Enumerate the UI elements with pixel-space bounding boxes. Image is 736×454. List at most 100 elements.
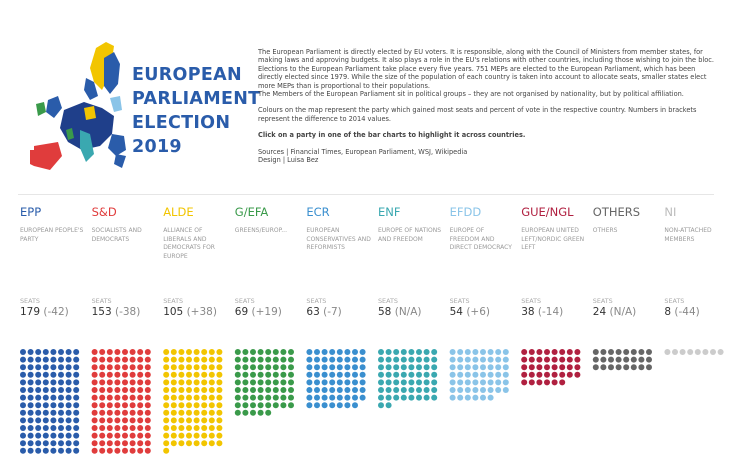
- seat-dot: [280, 349, 287, 355]
- seat-dot: [144, 402, 151, 409]
- seat-dot: [431, 356, 438, 363]
- seat-dot: [178, 379, 185, 386]
- seat-waffle[interactable]: [306, 349, 366, 409]
- instruction: Click on a party in one of the bar chart…: [258, 131, 526, 140]
- seat-dot: [250, 409, 256, 416]
- seat-dot: [35, 387, 42, 393]
- party-abbr[interactable]: ENF: [378, 205, 401, 219]
- seat-dot: [559, 379, 566, 386]
- seat-dot: [20, 432, 26, 439]
- seat-dot: [679, 349, 686, 355]
- map-region: [110, 96, 122, 112]
- seat-dot: [431, 387, 438, 393]
- party-abbr[interactable]: OTHERS: [592, 205, 641, 219]
- seat-dot: [694, 349, 701, 355]
- map-region: [84, 106, 96, 120]
- seat-dot: [449, 394, 456, 401]
- seat-dot: [600, 349, 607, 355]
- seat-dot: [216, 417, 223, 424]
- seat-dot: [163, 402, 170, 409]
- seats-count: 54: [449, 306, 463, 318]
- party-abbr[interactable]: NI: [664, 205, 677, 219]
- seat-dot: [137, 356, 144, 363]
- seat-dot: [20, 425, 26, 431]
- seat-dot: [122, 387, 128, 393]
- seat-dot: [122, 394, 128, 401]
- seat-dot: [257, 379, 264, 386]
- seat-dot: [314, 356, 320, 363]
- seat-dot: [314, 402, 320, 409]
- seat-dot: [65, 394, 72, 401]
- seat-waffle[interactable]: [592, 349, 652, 371]
- seat-dot: [400, 364, 407, 371]
- seat-waffle[interactable]: [163, 349, 223, 454]
- seat-dot: [65, 417, 72, 424]
- seat-dot: [91, 425, 98, 431]
- seat-dot: [408, 364, 415, 371]
- seat-dot: [336, 364, 343, 371]
- seat-dot: [521, 349, 528, 355]
- seat-dot: [457, 394, 464, 401]
- seat-dot: [216, 409, 223, 416]
- seat-dot: [42, 432, 49, 439]
- seats-row: 24 (N/A): [593, 306, 659, 318]
- divider: [18, 194, 714, 195]
- seat-dot: [20, 379, 26, 386]
- seat-dot: [321, 379, 328, 386]
- seat-dot: [385, 394, 392, 401]
- seat-dot: [329, 364, 336, 371]
- seat-dot: [378, 371, 384, 378]
- seat-dot: [272, 387, 279, 393]
- sources: Sources | Financial Times, European Parl…: [258, 147, 468, 156]
- seat-waffle[interactable]: [20, 349, 80, 454]
- seat-dot: [646, 349, 652, 355]
- seat-dot: [265, 356, 272, 363]
- seat-dot: [58, 371, 64, 378]
- seat-waffle[interactable]: [664, 349, 724, 355]
- seat-dot: [91, 402, 98, 409]
- party-abbr[interactable]: GUE/NGL: [521, 205, 574, 219]
- seat-dot: [288, 364, 294, 371]
- seat-dot: [114, 417, 121, 424]
- seat-waffle[interactable]: [449, 349, 509, 401]
- seat-dot: [638, 356, 645, 363]
- seat-waffle[interactable]: [234, 349, 294, 416]
- seat-dot: [408, 394, 415, 401]
- party-abbr[interactable]: G/EFA: [234, 205, 269, 219]
- seats-count: 105: [163, 306, 184, 318]
- seat-dot: [431, 394, 438, 401]
- seat-dot: [20, 402, 26, 409]
- party-abbr[interactable]: S&D: [91, 205, 117, 219]
- seats-label: SEATS: [306, 297, 327, 305]
- seat-waffle[interactable]: [91, 349, 151, 454]
- seat-dot: [378, 356, 384, 363]
- seat-dot: [27, 417, 34, 424]
- seat-dot: [464, 379, 471, 386]
- seat-dot: [170, 432, 177, 439]
- seat-dot: [250, 356, 256, 363]
- seat-dot: [408, 349, 415, 355]
- party-abbr[interactable]: EPP: [20, 205, 42, 219]
- seat-dot: [449, 371, 456, 378]
- party-abbr[interactable]: ECR: [306, 205, 330, 219]
- party-abbr[interactable]: ALDE: [163, 205, 194, 219]
- seat-dot: [137, 447, 144, 454]
- seat-dot: [646, 364, 652, 371]
- map-region: [114, 154, 126, 168]
- seat-dot: [163, 387, 170, 393]
- seats-row: 54 (+6): [450, 306, 516, 318]
- seat-dot: [170, 349, 177, 355]
- seat-dot: [272, 371, 279, 378]
- seat-dot: [336, 356, 343, 363]
- seat-dot: [65, 447, 72, 454]
- seat-dot: [50, 356, 57, 363]
- seat-dot: [314, 387, 320, 393]
- seat-dot: [423, 364, 430, 371]
- party-abbr[interactable]: EFDD: [449, 205, 482, 219]
- seat-waffle[interactable]: [521, 349, 581, 386]
- seat-waffle[interactable]: [378, 349, 438, 409]
- title-line: EUROPEAN: [132, 65, 242, 85]
- seat-dot: [359, 379, 366, 386]
- seat-dot: [234, 409, 241, 416]
- seat-dot: [129, 349, 136, 355]
